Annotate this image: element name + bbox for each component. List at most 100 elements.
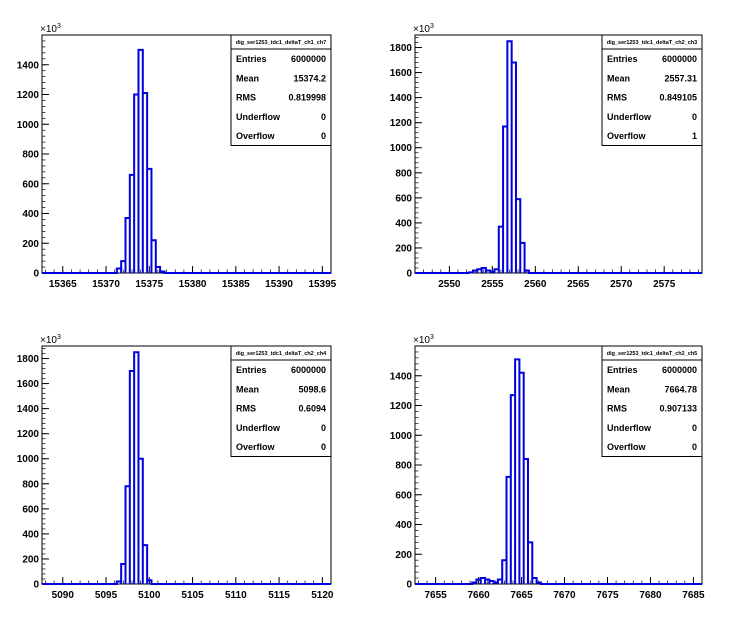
- stats-row-value: 6000000: [291, 54, 326, 64]
- x-tick-label: 5095: [95, 590, 118, 601]
- stats-row-label: Entries: [607, 54, 638, 64]
- histogram-bin: [512, 63, 516, 273]
- stats-row-label: Overflow: [236, 131, 276, 141]
- x-tick-label: 15395: [308, 279, 336, 290]
- histogram-bin: [151, 240, 155, 273]
- histogram-bin: [524, 459, 528, 584]
- histogram-panel-4: 0 200 400 600 800 1000 1200 1400 7655 7660 7665 767…: [390, 334, 705, 601]
- x-tick-label: 15380: [179, 279, 207, 290]
- histogram-bin: [472, 583, 476, 584]
- stats-box: dig_ser1253_tdc1_deltaT_ch1_ch7 Entries 60…: [230, 34, 332, 146]
- histogram-bin: [537, 583, 541, 584]
- y-multiplier-base: ×10: [40, 24, 57, 35]
- histogram-bin: [117, 581, 121, 584]
- y-tick-label: 1000: [390, 143, 413, 154]
- histogram-bin: [138, 50, 142, 273]
- y-tick-label: 1000: [390, 431, 413, 442]
- y-multiplier-exponent: 3: [430, 23, 434, 30]
- stats-box: dig_ser1253_tdc1_deltaT_ch2_ch5 Entries 60…: [601, 345, 703, 457]
- stats-row-value: 0.907133: [659, 404, 697, 414]
- x-tick-label: 7680: [639, 590, 662, 601]
- x-tick-label: 5090: [52, 590, 75, 601]
- x-tick-label: 5105: [181, 590, 204, 601]
- y-multiplier-exponent: 3: [430, 334, 434, 341]
- histogram-series-line: [415, 40, 702, 274]
- histogram-bin: [520, 243, 524, 273]
- histogram-bin: [516, 199, 520, 273]
- histogram-bin: [511, 395, 515, 584]
- stats-row-label: RMS: [236, 93, 256, 103]
- y-tick-label: 1200: [17, 90, 40, 101]
- y-tick-label: 800: [395, 168, 412, 179]
- y-multiplier-base: ×10: [40, 335, 57, 346]
- stats-box-frame: [601, 345, 703, 457]
- x-tick-label: 15375: [135, 279, 163, 290]
- x-tick-label: 2570: [610, 279, 633, 290]
- x-tick-label: 15370: [92, 279, 120, 290]
- stats-row-value: 0.849105: [659, 93, 697, 103]
- y-tick-label: 1400: [17, 60, 40, 71]
- histogram-series-line: [42, 48, 331, 274]
- x-tick-label: 2565: [567, 279, 590, 290]
- stats-box-frame: [230, 34, 332, 146]
- histogram-bin: [477, 269, 481, 273]
- histogram-bin: [494, 269, 498, 273]
- y-tick-label: 1200: [390, 118, 413, 129]
- histogram-bin: [143, 93, 147, 273]
- y-tick-label: 600: [395, 490, 412, 501]
- y-multiplier-base: ×10: [413, 335, 430, 346]
- histogram-bin: [498, 580, 502, 584]
- histogram-bin: [528, 542, 532, 584]
- y-tick-label: 0: [406, 580, 412, 591]
- histogram-bin: [482, 268, 486, 273]
- y-tick-label: 1200: [390, 401, 413, 412]
- stats-row-value: 0: [321, 423, 326, 433]
- stats-box-title: dig_ser1253_tdc1_deltaT_ch2_ch4: [236, 351, 327, 357]
- y-tick-label: 600: [395, 193, 412, 204]
- y-multiplier-label: ×103: [413, 334, 434, 346]
- stats-row-value: 2557.31: [664, 73, 697, 83]
- x-tick-label: 7660: [467, 590, 490, 601]
- stats-box: dig_ser1253_tdc1_deltaT_ch2_ch4 Entries 60…: [230, 345, 332, 457]
- histogram-bin: [156, 267, 160, 273]
- stats-row-value: 6000000: [662, 365, 697, 375]
- stats-row-label: Entries: [236, 365, 267, 375]
- stats-box-title: dig_ser1253_tdc1_deltaT_ch2_ch3: [607, 40, 698, 46]
- x-tick-label: 2550: [438, 279, 461, 290]
- histogram-bin: [502, 560, 506, 584]
- stats-row-label: Underflow: [607, 423, 652, 433]
- stats-row-label: RMS: [607, 93, 627, 103]
- histogram-panel-3: 0 200 400 600 800 1000 1200 1400 1600 1800 5090 509…: [17, 334, 334, 601]
- y-tick-label: 1600: [17, 379, 40, 390]
- y-tick-label: 0: [33, 580, 39, 591]
- histogram-bin: [507, 477, 511, 584]
- histogram-bin: [125, 486, 129, 584]
- y-tick-label: 1800: [17, 354, 40, 365]
- stats-row-label: Underflow: [236, 423, 281, 433]
- stats-row-value: 1: [692, 131, 697, 141]
- histogram-series-line: [415, 358, 702, 585]
- stats-row-label: Underflow: [236, 112, 281, 122]
- histogram-bin: [130, 371, 134, 584]
- histogram-bin: [117, 269, 121, 273]
- y-tick-label: 1000: [17, 454, 40, 465]
- y-tick-label: 400: [395, 520, 412, 531]
- y-multiplier-exponent: 3: [57, 23, 61, 30]
- histogram-bin: [473, 270, 477, 273]
- y-tick-label: 200: [22, 554, 39, 565]
- x-tick-label: 5110: [225, 590, 247, 601]
- histogram-bin: [121, 261, 125, 273]
- stats-row-label: Mean: [607, 73, 630, 83]
- x-tick-label: 15385: [222, 279, 250, 290]
- x-tick-label: 2555: [481, 279, 504, 290]
- x-tick-label: 5115: [268, 590, 290, 601]
- histogram-bin: [499, 227, 503, 273]
- histogram-bin: [507, 41, 511, 273]
- histogram-bin: [130, 175, 134, 273]
- histogram-panel-1: 0 200 400 600 800 1000 1200 1400 15365 15370 15375…: [17, 23, 337, 290]
- histogram-bin: [489, 581, 493, 584]
- x-tick-label: 5100: [138, 590, 161, 601]
- y-tick-label: 200: [22, 239, 39, 250]
- stats-row-label: Overflow: [607, 442, 647, 452]
- stats-row-label: RMS: [607, 404, 627, 414]
